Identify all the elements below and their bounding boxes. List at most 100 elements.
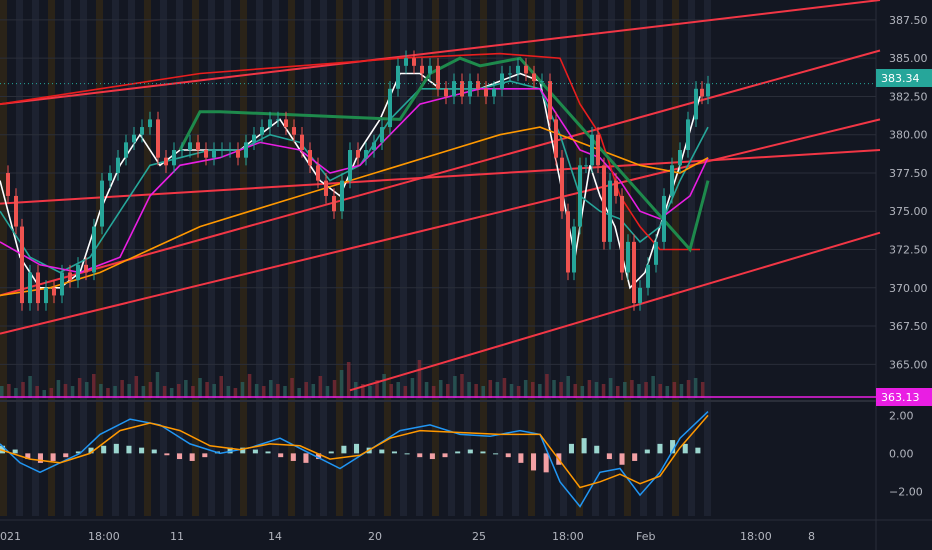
candle-body	[148, 119, 152, 128]
volume-bar	[254, 384, 259, 398]
candle-body	[44, 287, 48, 304]
session-band	[544, 0, 551, 516]
candle-body	[140, 127, 144, 135]
session-band	[656, 0, 663, 516]
macd-histogram-bar	[189, 453, 195, 461]
session-band	[576, 0, 583, 516]
time-tick-label: 18:00	[88, 530, 120, 543]
macd-histogram-bar	[657, 443, 663, 454]
volume-bar	[615, 386, 620, 398]
macd-histogram-bar	[0, 445, 6, 454]
price-tick-label: 385.00	[889, 52, 928, 65]
volume-bar	[148, 382, 153, 398]
candle-body	[578, 165, 582, 227]
candle-body	[356, 150, 360, 158]
volume-bar	[460, 374, 464, 398]
time-tick-label: 18:00	[552, 530, 584, 543]
candle-body	[396, 65, 400, 89]
volume-bar	[127, 384, 131, 398]
macd-histogram-bar	[581, 438, 587, 454]
macd-histogram-bar	[113, 443, 119, 454]
session-band	[144, 0, 151, 516]
volume-bar	[375, 380, 379, 398]
volume-bar	[191, 386, 195, 398]
macd-histogram-bar	[505, 453, 511, 458]
volume-bar	[311, 384, 316, 398]
candle-body	[36, 272, 40, 304]
volume-bar	[14, 388, 18, 398]
volume-bars	[0, 360, 705, 398]
session-band	[16, 0, 23, 516]
session-band	[480, 0, 487, 516]
volume-bar	[177, 384, 181, 398]
macd-histogram-bar	[177, 453, 183, 460]
candle-body	[252, 134, 256, 143]
volume-bar	[644, 382, 648, 398]
candle-body	[638, 287, 642, 304]
volume-bar	[247, 374, 252, 398]
volume-bar	[261, 386, 266, 398]
volume-bar	[169, 388, 174, 398]
candle-body	[484, 88, 488, 97]
volume-bar	[523, 380, 528, 398]
volume-bar	[99, 384, 103, 398]
volume-bar	[538, 384, 542, 398]
candle-body	[460, 81, 464, 97]
session-band	[368, 0, 375, 516]
volume-bar	[56, 380, 61, 398]
price-tick-label: 377.50	[889, 167, 928, 180]
session-band	[416, 0, 423, 516]
volume-bar	[446, 384, 450, 398]
volume-bar	[587, 380, 592, 398]
volume-bar	[219, 376, 224, 398]
candle-body	[204, 150, 208, 158]
session-band	[512, 0, 519, 516]
macd-histogram-bar	[467, 449, 473, 454]
macd-histogram-bar	[594, 445, 600, 454]
candle-body	[700, 88, 704, 97]
candle-body	[670, 165, 674, 196]
candle-body	[412, 58, 416, 66]
indicator-line	[0, 88, 709, 274]
macd-histogram-bar	[695, 447, 701, 454]
candle-body	[476, 81, 480, 89]
volume-bar	[495, 382, 500, 398]
macd-histogram-bar	[480, 451, 486, 454]
candle-body	[500, 73, 504, 89]
volume-bar	[573, 384, 578, 398]
trendline	[0, 118, 881, 335]
macd-tick-label: 2.00	[889, 409, 914, 422]
volume-bar	[276, 384, 280, 398]
session-band	[272, 0, 279, 516]
trendline	[0, 149, 881, 205]
volume-bar	[488, 380, 493, 398]
session-band	[400, 0, 407, 516]
session-band	[672, 0, 679, 516]
indicator-line	[0, 126, 709, 297]
candle-body	[596, 134, 600, 166]
volume-bar	[106, 388, 110, 398]
volume-bar	[453, 376, 457, 398]
macd-histogram-bar	[670, 440, 676, 454]
candle-body	[324, 180, 328, 196]
volume-bar	[318, 376, 323, 398]
candle-body	[268, 119, 272, 128]
session-band	[592, 0, 599, 516]
candle-body	[300, 134, 304, 151]
time-axis: 021 18:00 11 14 20 25 18:00 Feb 18:00 8	[0, 530, 815, 543]
volume-bar	[438, 380, 443, 398]
macd-histogram-bar	[354, 443, 360, 454]
candle-body	[60, 272, 64, 296]
candle-body	[620, 195, 624, 273]
macd-histogram-bar	[303, 453, 309, 463]
macd-histogram-bar	[240, 447, 246, 454]
price-tick-label: 387.50	[889, 14, 928, 27]
candle-body	[92, 226, 96, 273]
candle-body	[686, 119, 690, 151]
candle-body	[516, 65, 520, 74]
candle-body	[694, 88, 698, 120]
volume-bar	[474, 384, 478, 398]
candle-body	[572, 226, 576, 273]
time-tick-label: 18:00	[740, 530, 772, 543]
